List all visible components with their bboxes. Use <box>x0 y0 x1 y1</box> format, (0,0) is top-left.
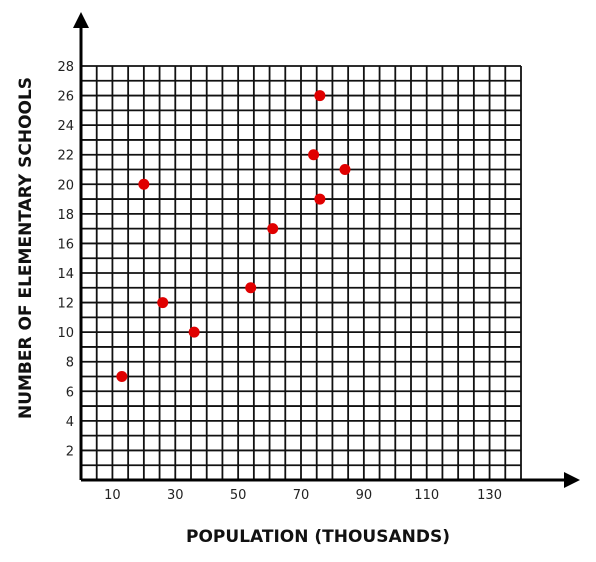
x-tick-label: 10 <box>104 488 121 503</box>
x-tick-label: 30 <box>167 488 184 503</box>
y-tick-label: 24 <box>57 119 74 134</box>
x-tick-label: 70 <box>293 488 310 503</box>
data-point <box>339 164 351 175</box>
y-tick-label: 12 <box>57 297 74 312</box>
data-point <box>157 297 169 309</box>
y-tick-label: 8 <box>66 356 74 371</box>
data-point <box>314 193 326 205</box>
y-tick-label: 10 <box>57 326 74 341</box>
data-point <box>308 149 320 161</box>
x-tick-label: 90 <box>356 488 373 503</box>
data-point <box>138 178 150 190</box>
y-axis-arrow-icon <box>73 12 89 28</box>
chart-axes <box>73 12 580 488</box>
x-tick-label: 130 <box>477 488 502 503</box>
x-tick-label: 110 <box>414 488 439 503</box>
data-point <box>188 326 200 338</box>
data-point <box>314 90 326 102</box>
y-tick-label: 6 <box>66 385 74 400</box>
y-tick-label: 18 <box>57 208 74 223</box>
x-tick-label: 50 <box>230 488 247 503</box>
y-tick-label: 4 <box>66 415 74 430</box>
data-point <box>116 371 128 382</box>
data-point <box>267 223 279 235</box>
data-points <box>116 90 351 382</box>
x-tick-labels: 10 30 50 70 90 110 130 <box>104 488 502 503</box>
y-tick-label: 14 <box>57 267 74 282</box>
y-tick-label: 26 <box>57 90 74 105</box>
y-tick-label: 22 <box>57 149 74 164</box>
y-axis-title: NUMBER OF ELEMENTARY SCHOOLS <box>16 77 36 419</box>
chart-grid <box>81 65 522 480</box>
x-axis-arrow-icon <box>564 472 580 488</box>
y-tick-label: 20 <box>57 178 74 193</box>
y-tick-label: 16 <box>57 237 74 252</box>
data-point <box>245 282 257 294</box>
y-tick-label: 2 <box>66 444 74 459</box>
x-axis-title: POPULATION (THOUSANDS) <box>186 527 450 547</box>
y-tick-label: 28 <box>57 60 74 75</box>
